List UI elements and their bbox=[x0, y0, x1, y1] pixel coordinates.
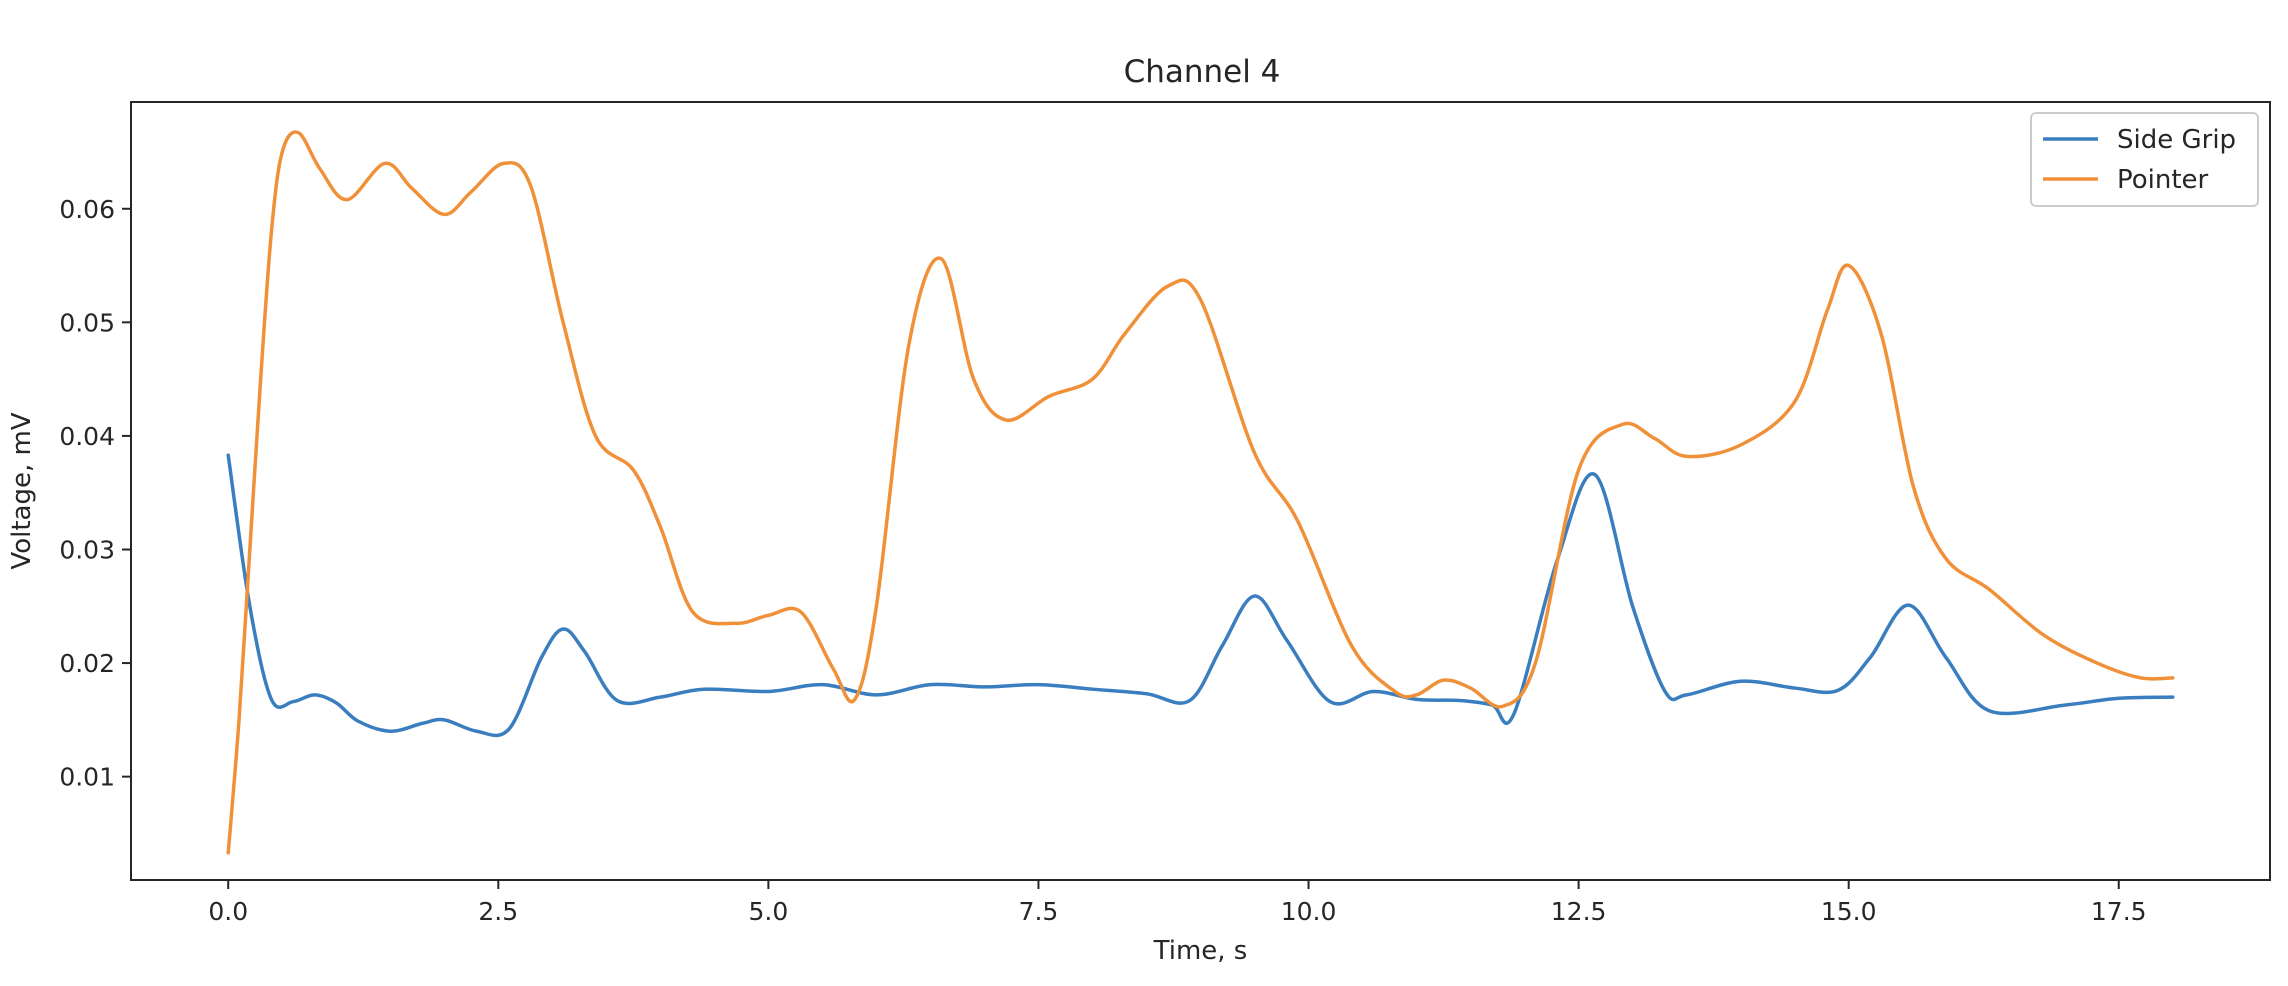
y-tick-label: 0.01 bbox=[59, 763, 115, 792]
legend-box bbox=[2030, 112, 2259, 207]
x-tick-label: 5.0 bbox=[748, 897, 788, 926]
series-line-pointer bbox=[226, 130, 2175, 855]
series-line-side-grip bbox=[226, 453, 2175, 738]
legend-label-pointer: Pointer bbox=[2117, 165, 2209, 195]
legend-label-side-grip: Side Grip bbox=[2117, 125, 2236, 155]
x-axis-label: Time, s bbox=[1153, 936, 1248, 966]
x-tick-label: 2.5 bbox=[478, 897, 518, 926]
x-tick-label: 17.5 bbox=[2091, 897, 2147, 926]
y-tick-label: 0.05 bbox=[59, 308, 115, 337]
y-tick-label: 0.04 bbox=[59, 422, 115, 451]
plot-area bbox=[226, 130, 2175, 855]
x-tick-label: 0.0 bbox=[208, 897, 248, 926]
x-tick-label: 15.0 bbox=[1821, 897, 1877, 926]
chart-title: Channel 4 bbox=[1124, 54, 1281, 90]
legend: Side Grip Pointer bbox=[2030, 112, 2259, 207]
x-tick-label: 10.0 bbox=[1281, 897, 1337, 926]
y-tick-label: 0.03 bbox=[59, 535, 115, 564]
plot-frame bbox=[130, 101, 2271, 881]
x-axis: 0.0 2.5 5.0 7.5 10.0 12.5 15.0 17.5 bbox=[208, 880, 2147, 926]
y-tick-label: 0.06 bbox=[59, 195, 115, 224]
y-axis-label: Voltage, mV bbox=[7, 412, 37, 569]
y-tick-label: 0.02 bbox=[59, 649, 115, 678]
y-axis: 0.01 0.02 0.03 0.04 0.05 0.06 bbox=[59, 195, 131, 792]
x-tick-label: 7.5 bbox=[1019, 897, 1059, 926]
x-tick-label: 12.5 bbox=[1551, 897, 1607, 926]
